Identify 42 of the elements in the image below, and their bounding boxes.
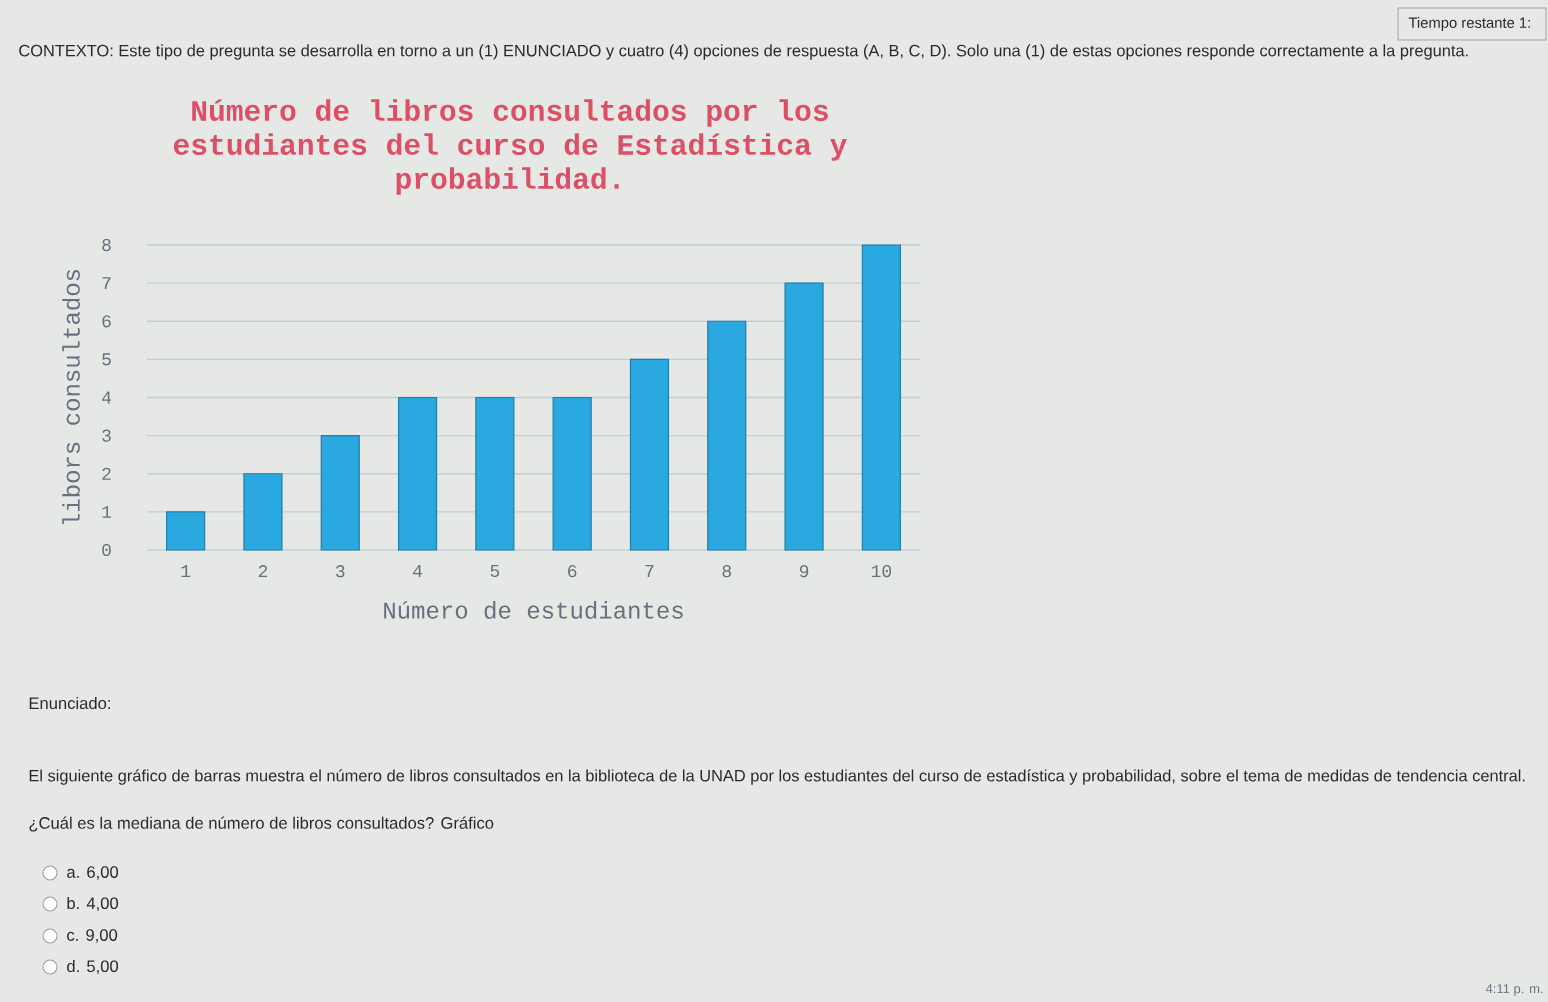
y-axis-title: libors consultados	[62, 269, 80, 524]
y-tick-label: 3	[102, 429, 111, 442]
bar	[707, 320, 747, 551]
y-tick-label: 1	[102, 505, 112, 518]
x-tick-label: 7	[645, 565, 654, 577]
text: b. 4,00	[67, 896, 119, 912]
x-tick-label: 2	[258, 565, 268, 578]
text: 4:11 p. m.	[1485, 984, 1543, 996]
y-tick-label: 4	[102, 391, 112, 404]
chart-title: Número de libros consultados por los estudiantes del curso de Estadística y probabilidad.	[173, 99, 847, 195]
x-tick-label: 9	[799, 565, 809, 578]
x-tick-label: 8	[722, 565, 731, 578]
text: Tiempo restante 1:	[1408, 17, 1530, 31]
text: d. 5,00	[67, 959, 119, 975]
bar	[397, 396, 438, 551]
y-tick-label: 5	[102, 353, 111, 366]
bar	[243, 473, 283, 551]
text: a. 6,00	[67, 866, 119, 880]
y-tick-label: 2	[102, 467, 111, 480]
x-tick-label: 1	[181, 565, 191, 577]
x-tick-label: 6	[568, 565, 577, 578]
bar	[475, 396, 515, 551]
text: El siguiente gráfico de barras muestra el número de libros consultados en la biblioteca de la UNAD por los estudiantes del curso de estadística y probabilidad, sobre el tema de medidas de tendencia central.	[29, 769, 1525, 785]
x-tick-label: 5	[490, 565, 500, 578]
bar	[320, 435, 360, 551]
x-tick-label: 3	[335, 565, 345, 578]
bar	[784, 282, 824, 551]
text: Enunciado:	[29, 696, 110, 710]
y-tick-label: 0	[102, 543, 111, 557]
bar	[166, 511, 206, 551]
x-tick-label: 4	[413, 565, 423, 577]
text: ¿Cuál es la mediana de número de libros consultados? Gráfico	[29, 816, 494, 832]
bar	[629, 358, 670, 551]
y-tick-label: 6	[102, 315, 111, 328]
x-axis-title: Número de estudiantes	[384, 601, 683, 619]
bar	[552, 396, 592, 551]
y-tick-label: 8	[102, 238, 111, 252]
bar	[861, 244, 901, 551]
text: CONTEXTO: Este tipo de pregunta se desarrolla en torno a un (1) ENUNCIADO y cuatro (4) opciones de respuesta (A, B, C, D). Solo una (1) de estas opciones responde correctamente a la pregunta.	[19, 44, 1468, 60]
x-tick-label: 10	[871, 565, 892, 578]
text: c. 9,00	[67, 929, 118, 943]
y-tick-label: 7	[102, 277, 111, 290]
